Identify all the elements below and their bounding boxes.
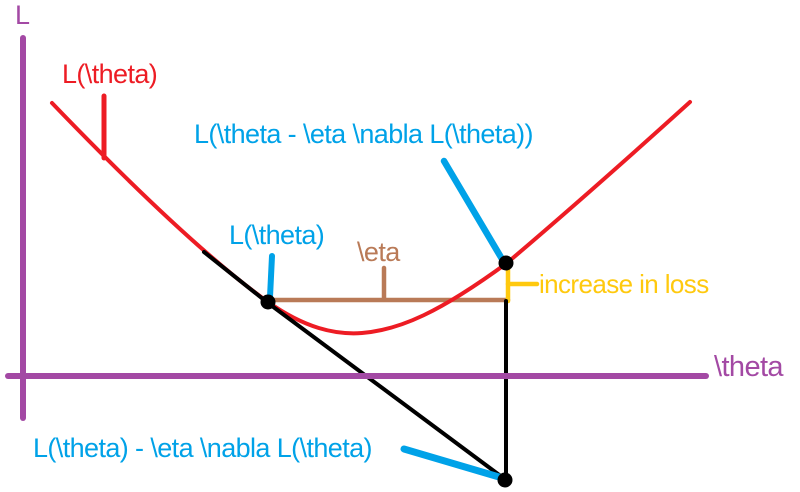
linear-approx-point [497, 472, 513, 488]
current-loss-point [260, 294, 276, 310]
updated-theta-pointer [400, 445, 503, 481]
y-axis-label: L [15, 0, 30, 30]
new-loss-label: L(\theta - \eta \nabla L(\theta)) [194, 119, 534, 149]
current-loss-pointer [267, 253, 275, 300]
loss-curve [50, 100, 692, 336]
new-loss-pointer [440, 157, 506, 263]
current-loss-label: L(\theta) [229, 220, 325, 250]
new-loss-point [498, 255, 514, 271]
updated-theta-label: L(\theta) - \eta \nabla L(\theta) [33, 433, 373, 463]
loss-curve-label: L(\theta) [62, 59, 158, 89]
eta-label: \eta [357, 237, 400, 267]
x-axis-label: \theta [714, 351, 784, 383]
increase-in-loss-label: increase in loss [539, 269, 709, 299]
